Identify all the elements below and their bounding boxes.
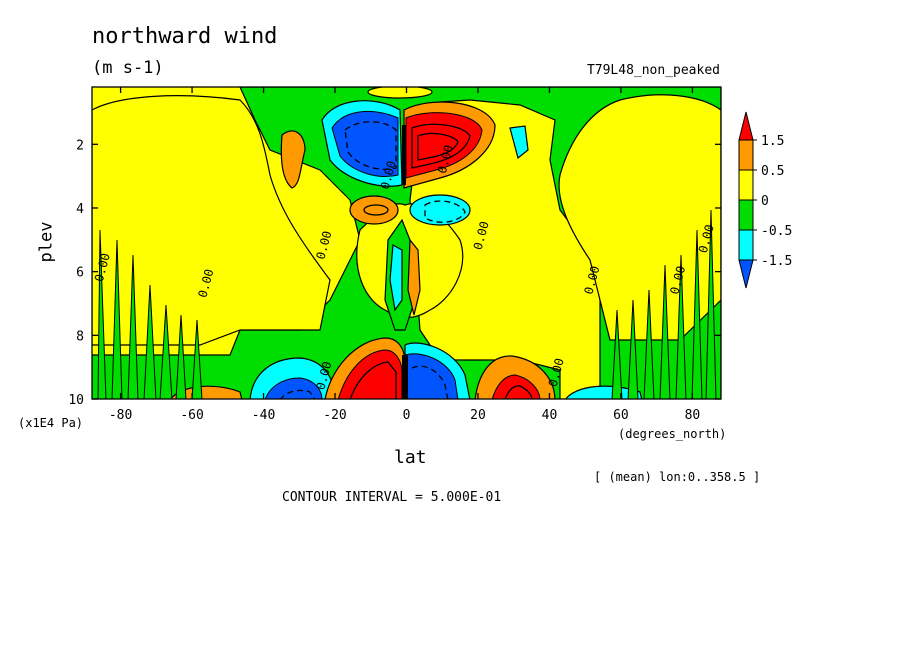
contour-interval: CONTOUR INTERVAL = 5.000E-01 [282,490,502,505]
x-axis-label: lat [394,447,427,468]
colorbar-swatch [738,229,754,261]
x-tick-label: 40 [542,408,558,423]
colorbar-swatch [738,111,754,141]
fill-orange-lower-sh [170,385,243,399]
contour-solid-2 [417,132,459,161]
colorbar-label: 0 [761,194,769,209]
x-axis-ticks: -80 -60 -40 -20 0 20 40 60 80 [109,87,700,423]
contour-solid-5 [363,204,389,216]
fill-cyan-blob-1 [409,194,471,226]
fill-red-upper [405,112,483,179]
y-tick-label: 8 [76,329,84,344]
run-label: T79L48_non_peaked [586,63,720,78]
contour-dashed-1 [344,121,397,170]
equator-lines-lower [402,355,408,399]
contour-solid-3 [349,361,397,399]
colorbar: 1.5 0.5 0 -0.5 -1.5 [738,111,792,289]
contour-dashed-3 [279,389,316,399]
contour-dashed-4 [411,365,449,399]
x-tick-label: 20 [470,408,486,423]
x-tick-label: -60 [180,408,203,423]
colorbar-label: -1.5 [761,254,792,269]
fill-orange-blob-2 [349,195,399,225]
fill-orange-blob-1 [280,130,306,189]
fill-cyan-blob-2 [509,125,529,160]
colorbar-swatch [738,259,754,289]
y-tick-label: 2 [76,138,84,153]
y-axis-ticks: 2 4 6 8 10 [68,138,721,408]
fill-yellow-sh [92,95,331,346]
fill-blue-lower-eq [404,353,459,399]
y-tick-label: 6 [76,266,84,281]
colorbar-label: -0.5 [761,224,792,239]
x-tick-label: -20 [323,408,346,423]
x-tick-label: -40 [252,408,275,423]
spikes-nh [611,209,717,399]
colorbar-swatch [738,169,754,201]
contour-solid-4 [504,385,533,399]
x-tick-label: -80 [109,408,132,423]
fill-blue-lower-sh [264,377,323,399]
fill-top-lens [367,87,433,99]
x-axis-units: (degrees_north) [618,427,727,441]
x-tick-label: 80 [685,408,701,423]
filled-contours [92,87,721,399]
chart-title: northward wind [92,24,278,49]
equator-lines-upper [402,125,406,185]
y-axis-label: plev [36,221,57,263]
contour-solid-1 [411,123,471,169]
colorbar-label: 1.5 [761,134,784,149]
x-tick-label: 0 [403,408,411,423]
mean-note: [ (mean) lon:0..358.5 ] [594,470,761,484]
y-axis-units: (x1E4 Pa) [18,416,84,430]
colorbar-swatch [738,139,754,171]
fill-orange-strip [407,238,421,316]
y-tick-label: 10 [68,393,84,408]
fill-red-lower-nh [491,374,541,399]
fill-cyan-strip [389,244,403,312]
contour-dashed-2 [424,200,466,223]
y-tick-label: 4 [76,202,84,217]
colorbar-swatch [738,199,754,231]
colorbar-label: 0.5 [761,164,784,179]
x-tick-label: 60 [613,408,629,423]
spikes-sh [97,229,203,399]
fill-cyan-lower-nh [565,385,643,399]
chart-units: (m s-1) [92,58,164,78]
